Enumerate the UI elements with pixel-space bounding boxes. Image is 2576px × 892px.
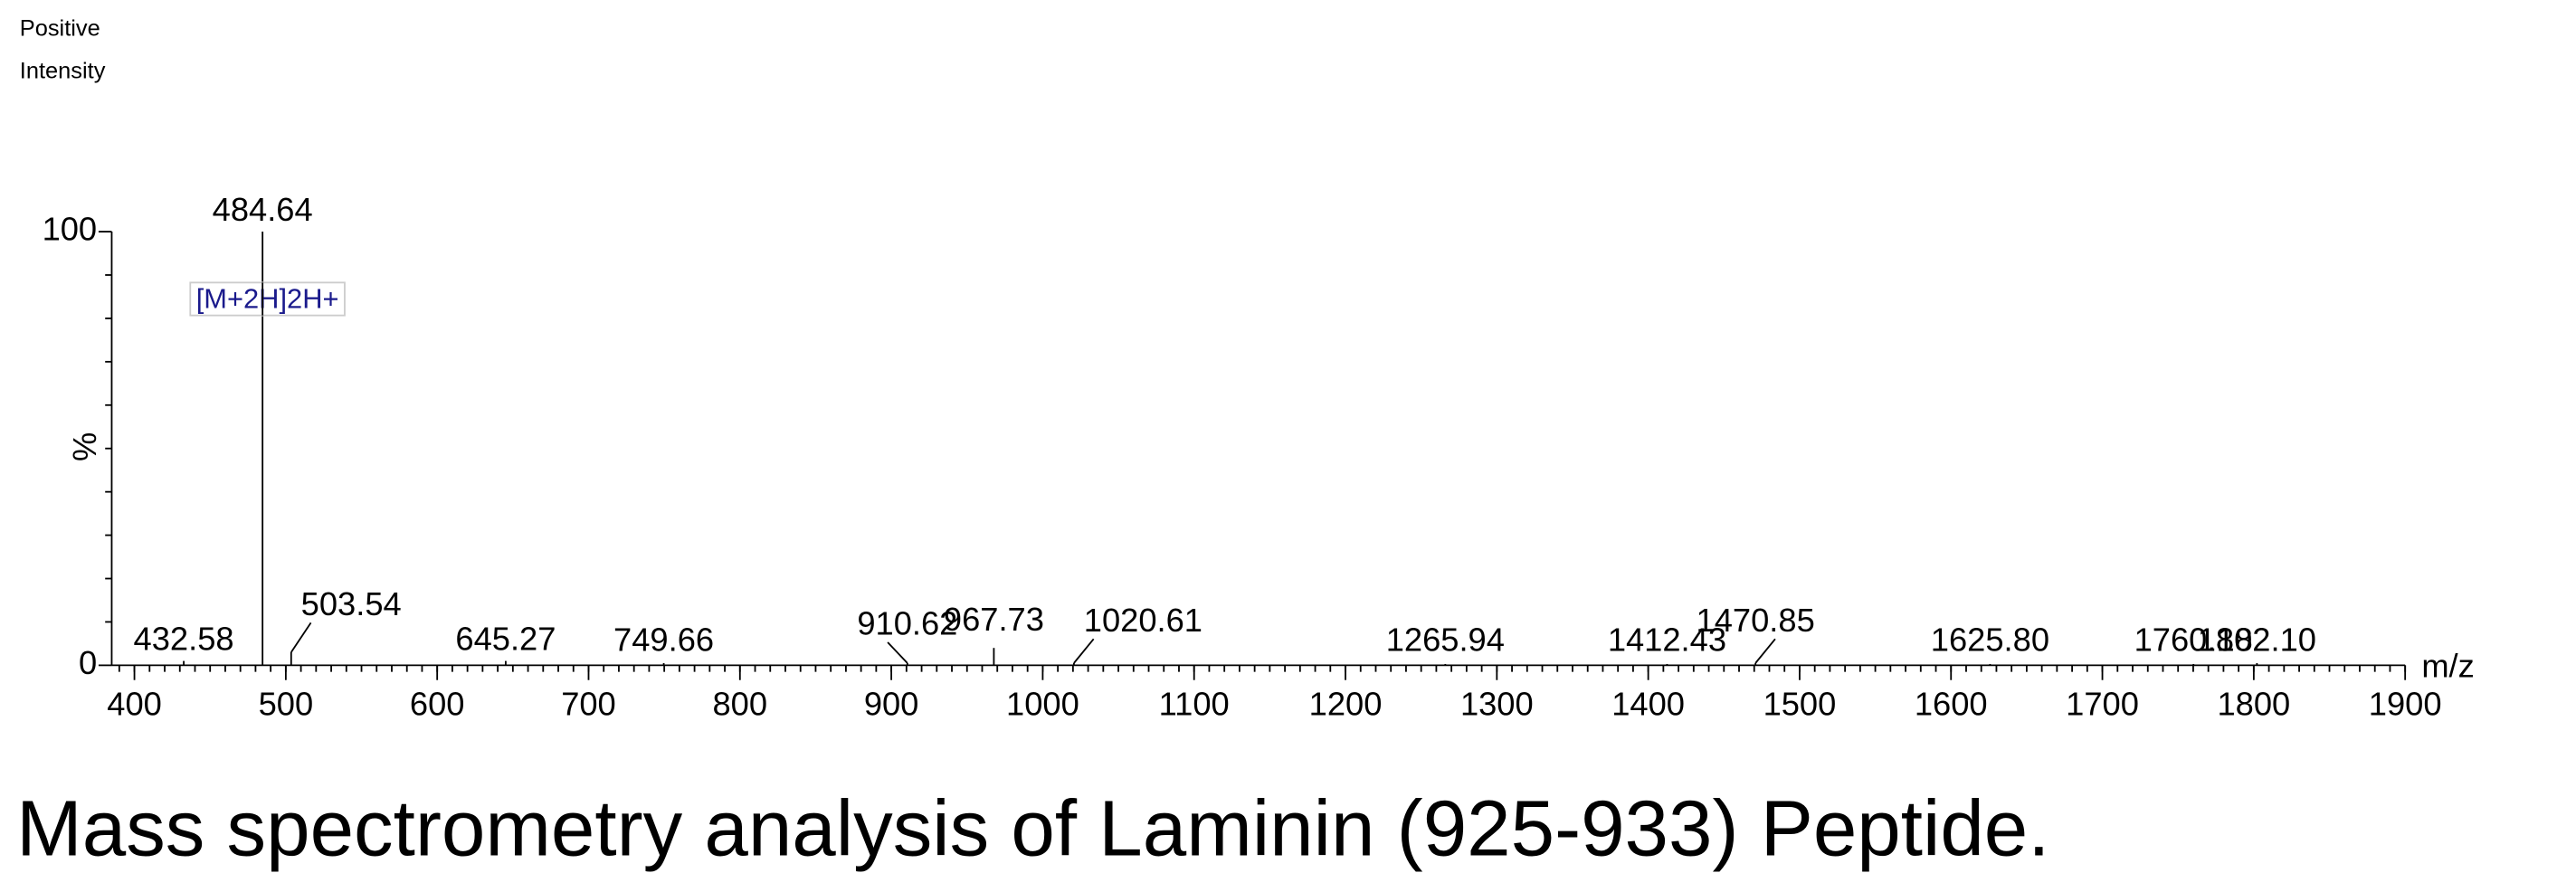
peak-label: 910.62	[857, 604, 957, 641]
x-tick-label: 1600	[1915, 685, 1988, 722]
y-tick-label: 0	[79, 644, 97, 681]
x-tick-label: 1200	[1309, 685, 1383, 722]
x-tick-label: 1900	[2369, 685, 2442, 722]
leader-line	[1073, 638, 1095, 664]
x-tick-label: 1800	[2217, 685, 2290, 722]
x-tick-label: 700	[561, 685, 616, 722]
peak-label: 503.54	[301, 585, 402, 622]
annotation-box	[189, 281, 346, 317]
peak-label: 1470.85	[1697, 602, 1815, 639]
x-tick-label: 600	[410, 685, 465, 722]
leader-line	[887, 641, 908, 664]
x-tick-label: 1300	[1460, 685, 1534, 722]
peak-label: 967.73	[944, 601, 1044, 638]
x-tick-label: 800	[713, 685, 768, 722]
peak-label: 1412.43	[1608, 622, 1726, 659]
peak-label: 1020.61	[1084, 602, 1202, 639]
x-tick-label: 1400	[1611, 685, 1685, 722]
peak-label: 484.64	[213, 191, 313, 228]
peak-label: 1802.10	[2198, 622, 2316, 659]
peak-label: 1265.94	[1386, 622, 1505, 659]
caption: Mass spectrometry analysis of Laminin (9…	[16, 784, 2049, 872]
x-tick-label: 900	[864, 685, 919, 722]
peak-label: 1625.80	[1931, 622, 2049, 659]
peak-label: 432.58	[134, 620, 234, 657]
x-tick-label: 1100	[1159, 685, 1230, 722]
leader-line	[1754, 638, 1776, 664]
x-tick-label: 1000	[1006, 685, 1079, 722]
y-axis-label: %	[66, 432, 103, 461]
header-line: Positive	[20, 15, 100, 41]
x-axis-label: m/z	[2421, 648, 2474, 685]
annotation: [M+2H]2H+	[196, 282, 339, 314]
y-tick-label: 100	[43, 211, 98, 248]
peak-label: 749.66	[613, 622, 714, 659]
peak-label: 645.27	[455, 620, 556, 657]
peak-label: 1760.18	[2134, 622, 2253, 659]
x-tick-label: 500	[259, 685, 314, 722]
x-tick-label: 1500	[1763, 685, 1837, 722]
x-tick-label: 400	[107, 685, 162, 722]
header-line: Intensity	[20, 59, 106, 84]
leader-line	[290, 622, 312, 653]
x-tick-label: 1700	[2066, 685, 2139, 722]
